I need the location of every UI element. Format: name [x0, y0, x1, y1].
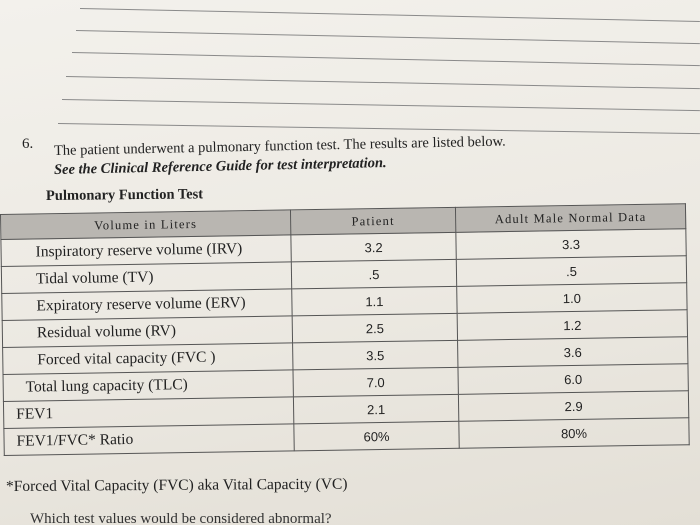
- normal-value: .5: [456, 255, 687, 287]
- patient-value: 2.5: [292, 313, 458, 343]
- header-patient: Patient: [290, 207, 456, 235]
- patient-value: 2.1: [293, 394, 459, 424]
- patient-value: 7.0: [292, 367, 459, 397]
- question-text: The patient underwent a pulmonary functi…: [53, 133, 506, 159]
- next-question-partial: Which test values would be considered ab…: [30, 511, 332, 525]
- row-label: FEV1/FVC* Ratio: [3, 423, 295, 456]
- patient-value: .5: [291, 259, 457, 289]
- footnote: *Forced Vital Capacity (FVC) aka Vital C…: [5, 475, 348, 495]
- normal-value: 6.0: [457, 363, 689, 395]
- patient-value: 3.5: [292, 340, 458, 370]
- normal-value: 2.9: [458, 390, 689, 422]
- patient-value: 3.2: [290, 232, 457, 262]
- answer-line: [57, 123, 700, 135]
- normal-value: 80%: [458, 417, 690, 449]
- answer-line: [79, 8, 700, 22]
- question-number: 6.: [22, 136, 34, 152]
- normal-value: 3.6: [457, 336, 688, 368]
- patient-value: 1.1: [291, 286, 458, 316]
- answer-line: [61, 99, 700, 112]
- table-title: Pulmonary Function Test: [45, 186, 204, 204]
- normal-value: 1.2: [457, 309, 688, 341]
- answer-line: [65, 76, 700, 90]
- pft-table-wrapper: Volume in Liters Patient Adult Male Norm…: [0, 203, 690, 456]
- answer-line: [71, 52, 700, 67]
- answer-line: [75, 30, 700, 45]
- patient-value: 60%: [293, 421, 460, 451]
- header-normal: Adult Male Normal Data: [455, 203, 686, 233]
- normal-value: 3.3: [455, 228, 687, 260]
- normal-value: 1.0: [456, 282, 688, 314]
- pft-table: Volume in Liters Patient Adult Male Norm…: [0, 203, 690, 456]
